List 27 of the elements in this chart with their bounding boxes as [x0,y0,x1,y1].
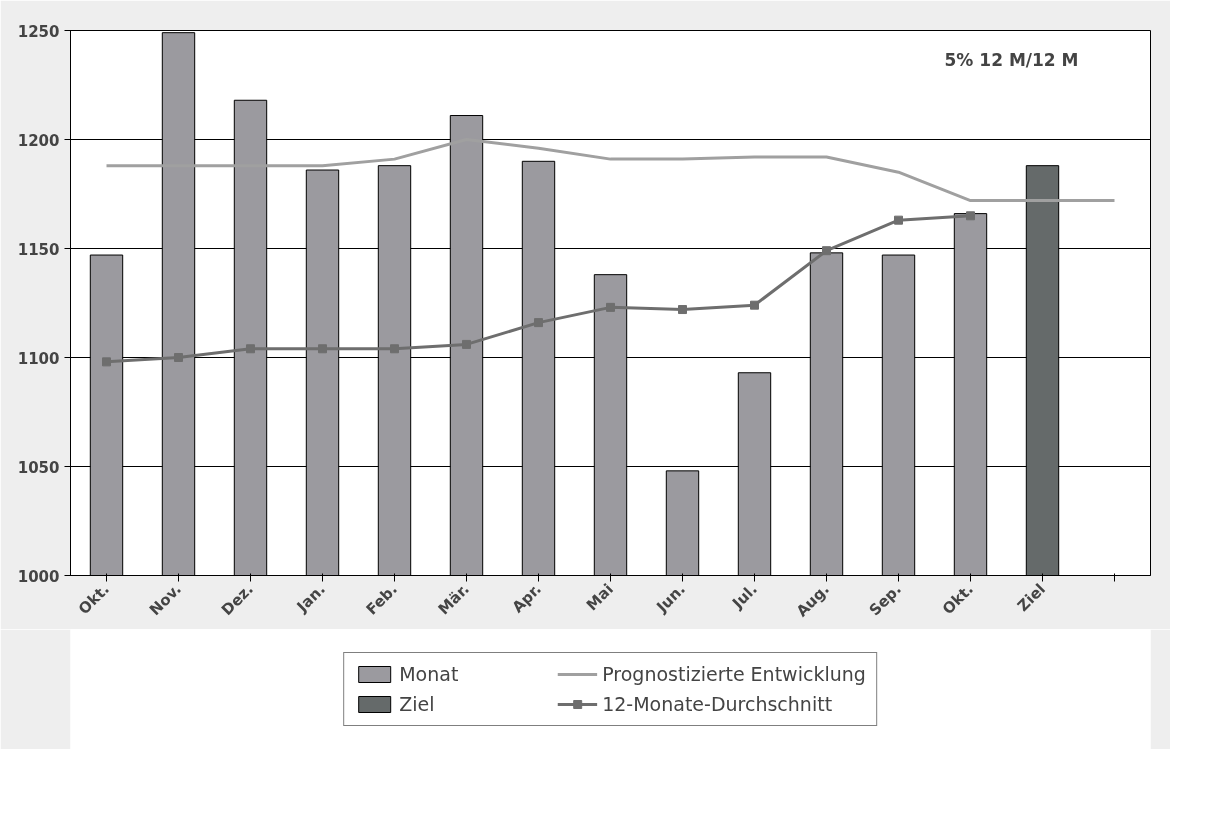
x-tick-label: Okt. [74,580,113,619]
point [102,357,111,367]
y-tick-label: 1100 [17,349,60,368]
point [678,305,687,315]
x-tick-label: Okt. [938,580,977,619]
point [390,344,399,354]
point [318,344,327,354]
point [606,302,615,312]
legend-label: Ziel [399,693,436,715]
point [174,353,183,362]
annotation: 5% 12 M/12 M [944,49,1079,70]
point [246,344,255,354]
y-tick-label: 1000 [17,567,60,586]
legend-label: Monat [399,663,460,685]
legend-label: Prognostizierte Entwicklung [602,663,866,685]
y-tick-label: 1150 [17,240,60,259]
y-tick-label: 1200 [17,131,60,150]
point [534,318,543,328]
point [750,300,759,310]
point [822,246,831,256]
legend-label: 12-Monate-Durchschnitt [602,693,833,715]
point [894,215,903,225]
y-tick-label: 1250 [17,22,60,41]
point [966,211,975,221]
x-tick-label: Jul. [728,580,761,613]
y-tick-label: 1050 [17,458,60,477]
point [462,339,471,349]
